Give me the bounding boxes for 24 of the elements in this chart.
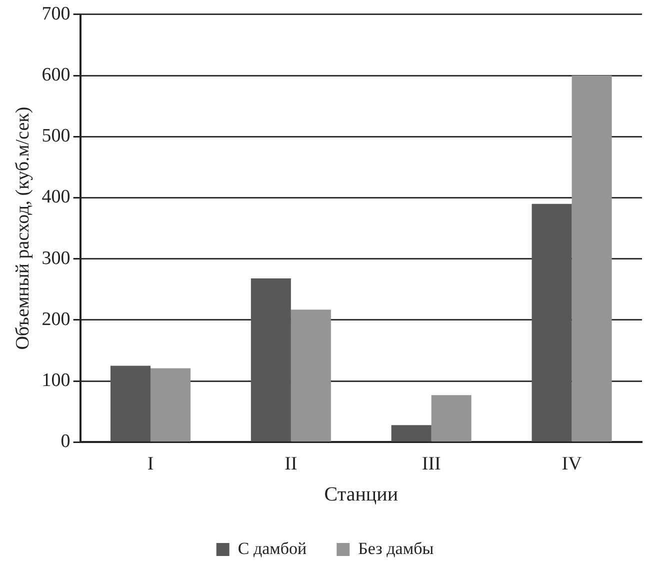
y-tick-label: 300 — [42, 248, 70, 269]
bar — [250, 278, 291, 442]
legend-label: С дамбой — [238, 538, 307, 558]
x-tick-label: II — [284, 454, 298, 475]
y-tick-label: 500 — [42, 126, 70, 147]
bar — [391, 425, 432, 442]
y-tick-label: 600 — [42, 64, 70, 86]
bar — [110, 366, 151, 442]
bar — [532, 204, 572, 442]
y-tick-label: 700 — [42, 3, 70, 24]
bar — [150, 368, 191, 442]
x-tick-label: IV — [562, 454, 582, 475]
legend-label: Без дамбы — [358, 538, 434, 558]
x-tick-label: I — [147, 454, 154, 475]
y-tick-label: 200 — [42, 308, 70, 330]
x-axis-title: Станции — [324, 483, 398, 506]
y-tick-label: 0 — [60, 431, 70, 452]
y-tick-label: 400 — [42, 186, 70, 208]
y-tick-label: 100 — [42, 370, 70, 392]
x-tick-label: III — [422, 454, 441, 475]
bar — [572, 76, 612, 442]
y-axis-title: Объемный расход, (куб.м/сек) — [12, 106, 34, 350]
bar — [290, 310, 331, 442]
bar — [431, 395, 472, 442]
